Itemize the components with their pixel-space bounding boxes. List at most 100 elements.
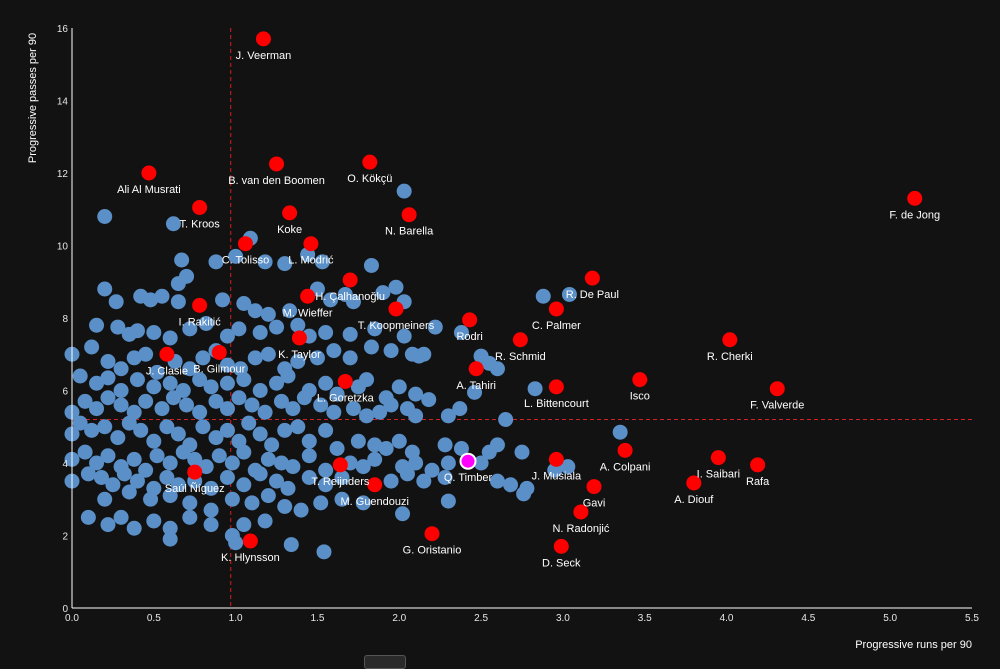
grey-data-point	[399, 466, 415, 482]
grey-data-point	[154, 288, 170, 304]
grey-data-point	[345, 294, 361, 310]
highlighted-data-point	[300, 288, 316, 304]
grey-data-point	[84, 339, 100, 355]
highlighted-data-point	[237, 236, 253, 252]
grey-data-point	[301, 470, 317, 485]
grey-data-point	[162, 455, 178, 471]
grey-data-point	[516, 486, 532, 502]
y-tick-label: 12	[57, 169, 69, 180]
highlighted-data-point	[187, 464, 203, 480]
highlighted-data-point	[291, 330, 307, 346]
grey-data-point	[165, 216, 181, 232]
highlighted-data-point	[632, 372, 648, 388]
player-label: A. Tahiri	[456, 380, 496, 392]
grey-data-point	[561, 286, 577, 302]
player-label: A. Diouf	[674, 494, 714, 506]
highlighted-data-point	[362, 154, 378, 170]
grey-data-point	[143, 292, 159, 308]
grey-data-point	[113, 361, 129, 377]
highlighted-data-point	[553, 538, 569, 554]
x-tick-label: 1.5	[311, 613, 325, 624]
highlighted-data-point	[332, 457, 348, 473]
grey-data-point	[72, 368, 88, 384]
player-label: L. Goretzka	[317, 392, 375, 404]
grey-data-point	[514, 444, 530, 460]
grey-data-point	[383, 473, 399, 489]
x-tick-label: 4.0	[720, 613, 734, 624]
grey-data-point	[452, 401, 468, 417]
grey-data-point	[421, 392, 437, 408]
grey-data-point	[138, 393, 154, 409]
grey-data-point	[105, 477, 121, 493]
y-axis-label: Progressive passes per 90	[27, 33, 39, 163]
highlighted-data-point	[907, 190, 923, 206]
grey-data-point	[162, 488, 178, 504]
player-label: N. Barella	[385, 226, 434, 238]
grey-data-point	[97, 209, 113, 224]
grey-data-point	[489, 361, 505, 377]
grey-data-point	[113, 383, 129, 398]
highlighted-data-point	[462, 312, 478, 328]
player-label: G. Oristanio	[403, 545, 462, 557]
grey-data-point	[121, 484, 137, 500]
grey-data-point	[269, 473, 285, 489]
grey-data-point	[162, 531, 178, 547]
grey-data-point	[203, 480, 219, 496]
player-label: T. Kroos	[179, 218, 220, 230]
player-label: C. Tolisso	[222, 255, 269, 267]
grey-data-point	[129, 323, 145, 339]
highlighted-data-point	[141, 165, 157, 181]
grey-data-point	[285, 401, 301, 417]
grey-data-point	[219, 422, 235, 438]
x-tick-labels: 0.0 0.5 1.0 1.5 2.0 2.5 3.0 3.5 4.0 4.5 5.0 5.5	[65, 613, 979, 624]
x-tick-label: 2.0	[392, 613, 406, 624]
player-label: H. Çalhanoğlu	[315, 291, 385, 303]
grey-data-point	[269, 319, 285, 335]
highlighted-data-point	[548, 379, 564, 395]
grey-data-point	[359, 408, 375, 424]
grey-data-point	[241, 415, 257, 431]
grey-data-point	[182, 361, 198, 377]
grey-data-point	[133, 422, 149, 438]
reference-lines	[72, 28, 972, 608]
grey-data-point	[612, 424, 628, 440]
grey-data-point	[203, 517, 219, 533]
y-tick-label: 0	[62, 604, 68, 615]
bottom-tab-handle[interactable]	[364, 655, 406, 669]
x-tick-label: 1.0	[229, 613, 243, 624]
grey-data-point	[80, 466, 96, 482]
grey-data-point	[170, 294, 186, 310]
grey-data-point	[100, 370, 116, 386]
grey-data-point	[408, 455, 424, 471]
grey-data-point	[219, 328, 235, 344]
grey-data-point	[224, 491, 240, 507]
x-tick-label: 3.5	[638, 613, 652, 624]
grey-data-point	[313, 495, 329, 511]
grey-data-point	[211, 448, 227, 464]
grey-data-point	[269, 375, 285, 391]
grey-data-point	[280, 368, 296, 384]
highlighted-data-point	[282, 205, 298, 221]
x-axis-label: Progressive runs per 90	[855, 639, 972, 651]
player-label: N. Radonjić	[552, 523, 609, 535]
grey-data-point	[113, 509, 129, 525]
highlighted-data-point	[586, 479, 602, 495]
grey-data-point	[143, 491, 159, 507]
player-label: O. Kökçü	[347, 173, 392, 185]
grey-data-point	[326, 343, 342, 359]
grey-data-point	[260, 451, 276, 467]
grey-data-point	[244, 495, 260, 511]
player-label: M. Wieffer	[283, 307, 333, 319]
grey-data-point	[383, 343, 399, 359]
grey-data-point	[367, 437, 383, 453]
grey-data-point	[257, 404, 273, 420]
player-label: I. Rakitić	[179, 316, 222, 328]
y-tick-label: 16	[57, 24, 69, 35]
player-label: Gavi	[583, 498, 606, 510]
grey-data-point	[89, 317, 105, 333]
grey-data-point	[427, 319, 443, 335]
grey-data-point	[318, 477, 334, 493]
grey-data-point	[396, 328, 412, 344]
grey-data-point	[236, 372, 252, 388]
grey-data-point	[301, 433, 317, 449]
